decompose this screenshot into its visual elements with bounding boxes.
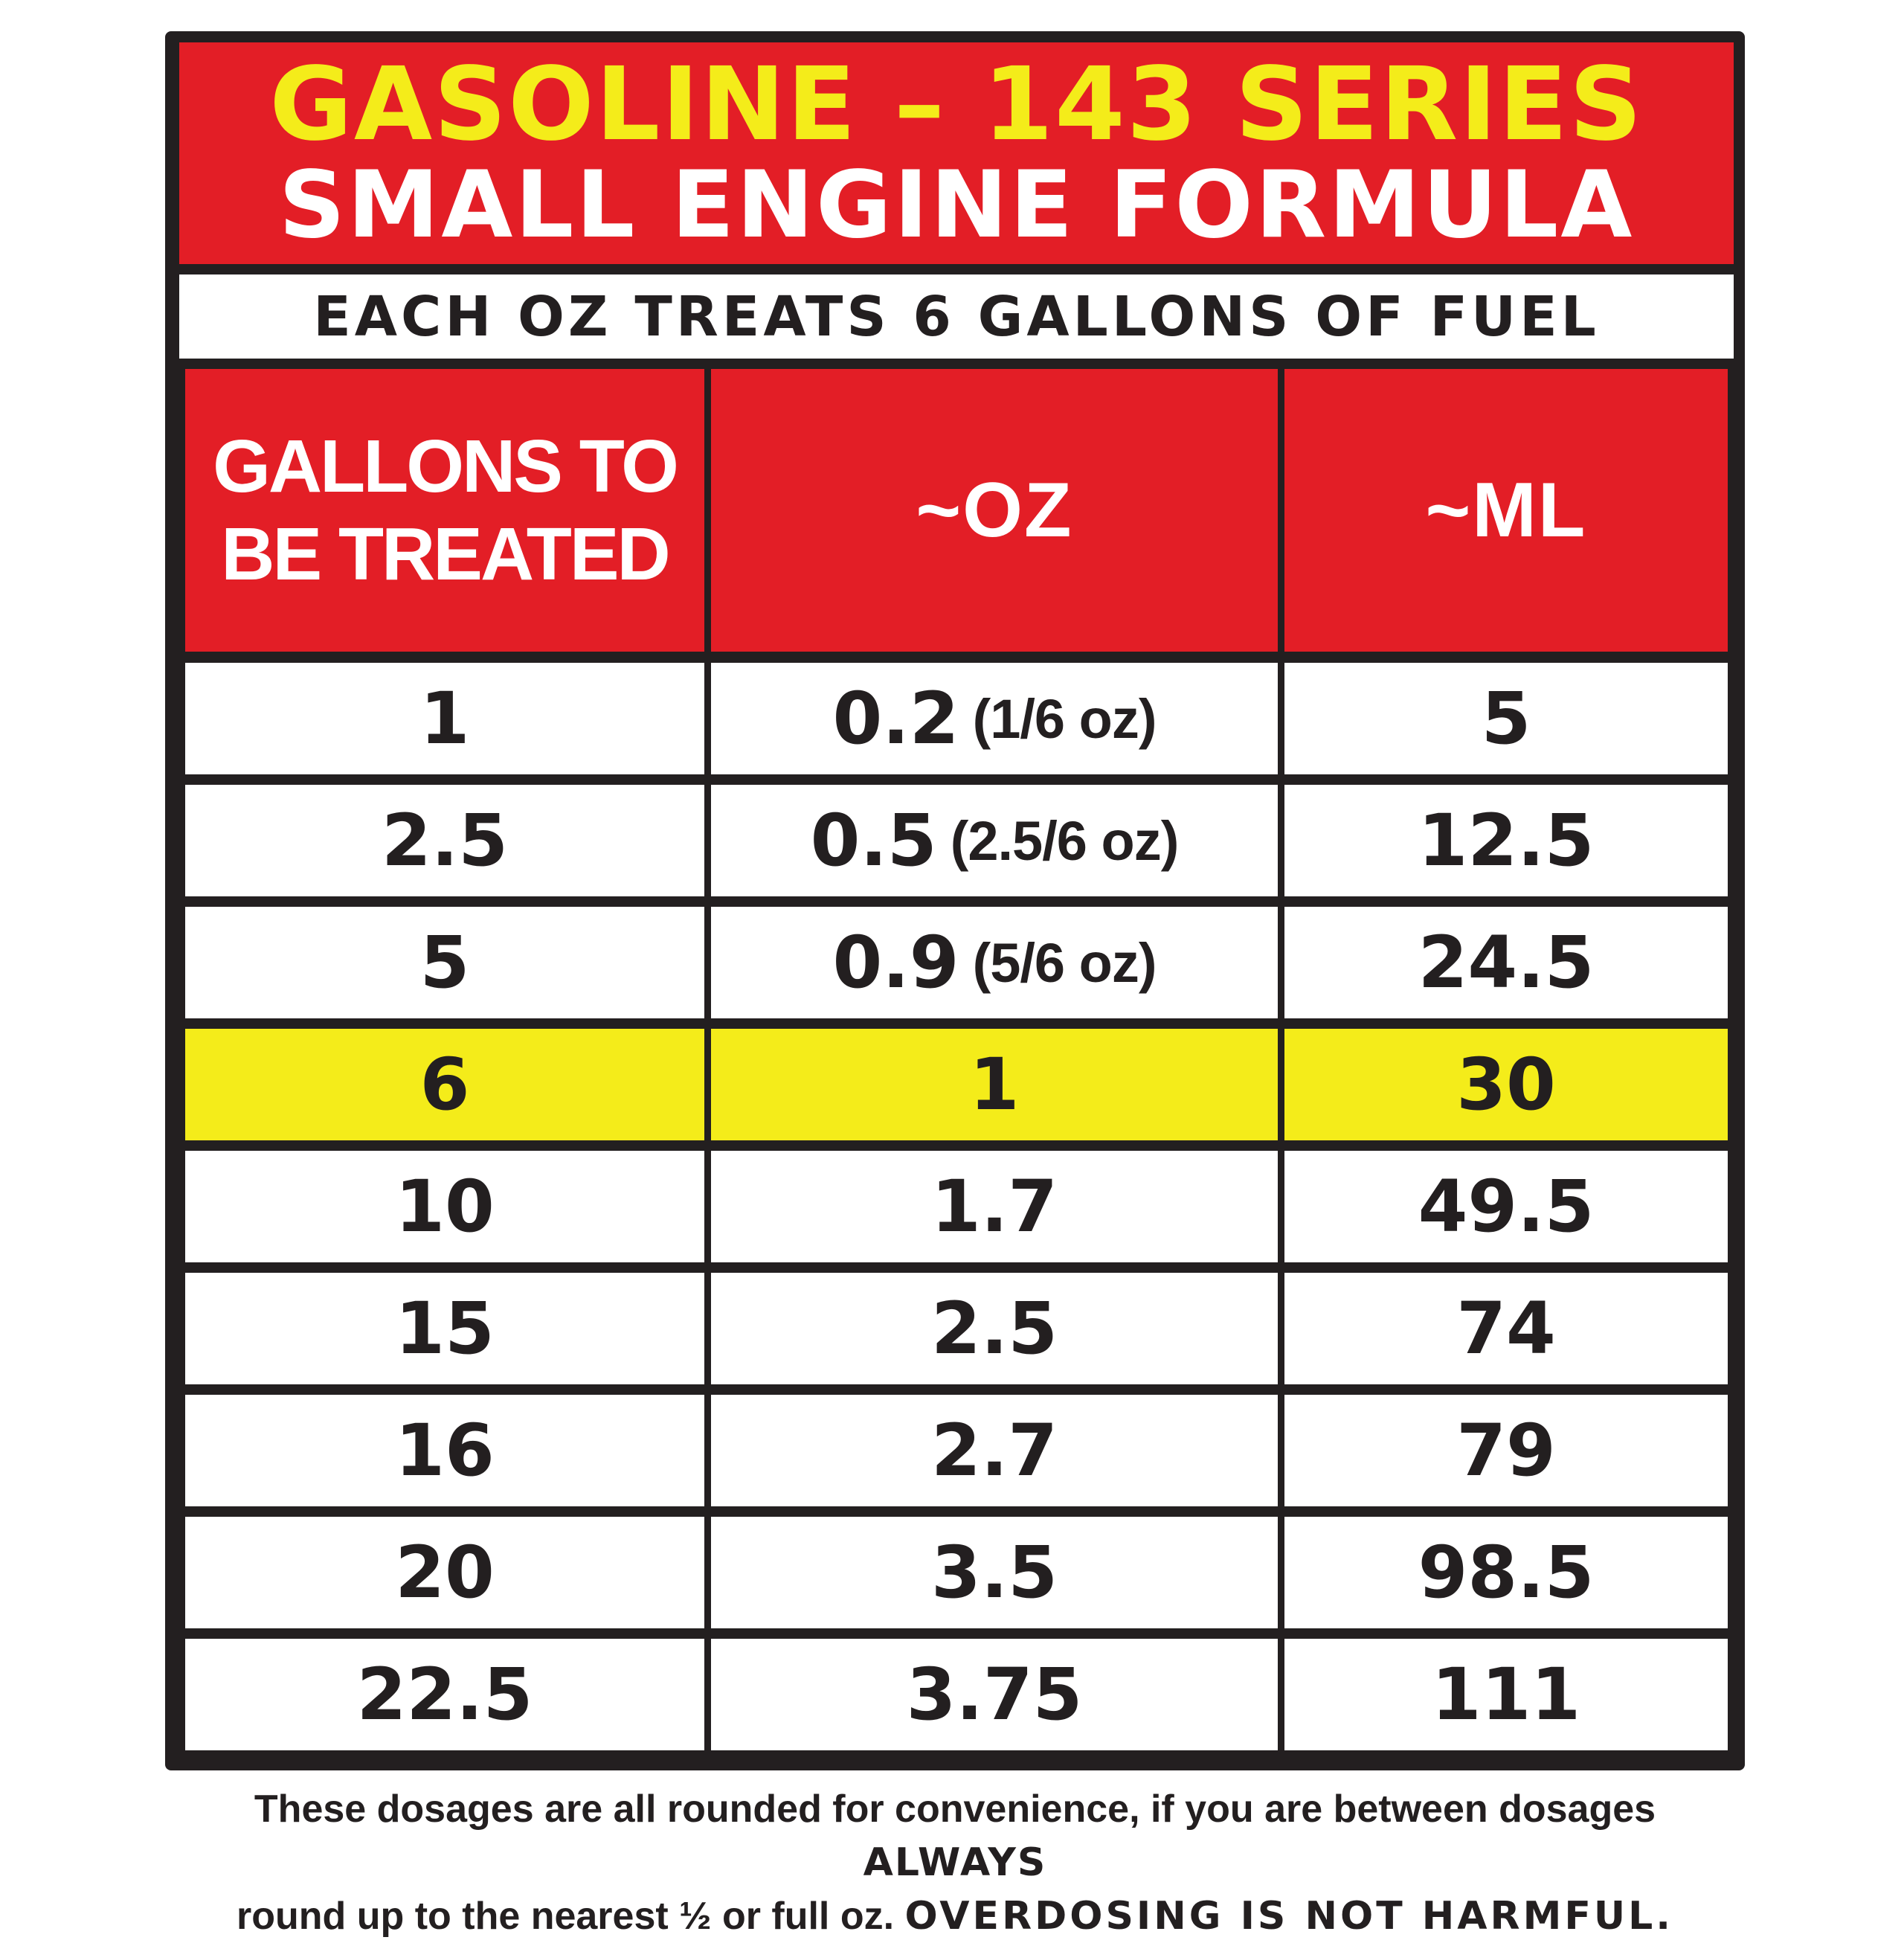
cell-ml-value: 24.5 — [1418, 921, 1595, 1004]
cell-ml: 12.5 — [1284, 785, 1728, 896]
cell-oz-value: 2.7 — [930, 1409, 1058, 1492]
cell-gallons-value: 10 — [395, 1165, 495, 1248]
title-banner: GASOLINE – 143 SERIES SMALL ENGINE FORMU… — [179, 42, 1734, 264]
cell-ml: 98.5 — [1284, 1517, 1728, 1628]
cell-gallons: 5 — [185, 907, 704, 1018]
cell-oz: 1 — [711, 1029, 1278, 1140]
footnote: These dosages are all rounded for conven… — [165, 1782, 1745, 1943]
cell-ml: 49.5 — [1284, 1151, 1728, 1262]
header-gallons-line-1: GALLONS TO — [213, 425, 679, 508]
cell-oz-value: 1.7 — [930, 1165, 1058, 1248]
cell-gallons: 2.5 — [185, 785, 704, 896]
cell-gallons-value: 15 — [395, 1287, 495, 1370]
cell-oz: 1.7 — [711, 1151, 1278, 1262]
title-line-2: SMALL ENGINE FORMULA — [278, 152, 1635, 259]
cell-gallons: 20 — [185, 1517, 704, 1628]
header-oz-label: ~OZ — [916, 466, 1073, 553]
cell-ml-value: 111 — [1431, 1653, 1581, 1736]
header-gallons-line-2: BE TREATED — [221, 513, 670, 596]
title-line-1: GASOLINE – 143 SERIES — [269, 46, 1644, 164]
cell-ml: 111 — [1284, 1639, 1728, 1750]
cell-oz-value: 3.5 — [930, 1531, 1058, 1614]
cell-gallons-value: 22.5 — [356, 1653, 533, 1736]
cell-gallons-value: 2.5 — [381, 799, 509, 882]
cell-ml: 74 — [1284, 1273, 1728, 1384]
cell-oz-value: 0.5 — [810, 799, 937, 882]
cell-gallons: 6 — [185, 1029, 704, 1140]
cell-oz: 0.5 (2.5/6 oz) — [711, 785, 1278, 896]
cell-ml: 30 — [1284, 1029, 1728, 1140]
cell-oz-value: 1 — [969, 1043, 1020, 1126]
cell-oz: 2.7 — [711, 1395, 1278, 1506]
cell-gallons: 1 — [185, 663, 704, 774]
cell-gallons-value: 20 — [395, 1531, 495, 1614]
cell-gallons-value: 6 — [419, 1043, 470, 1126]
footnote-text-1: These dosages are all rounded for conven… — [254, 1788, 1656, 1831]
footnote-line-1: These dosages are all rounded for conven… — [165, 1782, 1745, 1889]
cell-gallons-value: 16 — [395, 1409, 495, 1492]
header-gallons: GALLONS TO BE TREATED — [185, 369, 704, 652]
cell-ml-value: 98.5 — [1418, 1531, 1595, 1614]
header-ml: ~ML — [1284, 369, 1728, 652]
cell-oz-value: 2.5 — [930, 1287, 1058, 1370]
cell-gallons-value: 1 — [419, 677, 470, 760]
subtitle-banner: EACH OZ TREATS 6 GALLONS OF FUEL — [179, 274, 1734, 359]
header-oz: ~OZ — [711, 369, 1278, 652]
footnote-text-2: round up to the nearest ½ or full oz. — [237, 1895, 905, 1938]
cell-gallons: 16 — [185, 1395, 704, 1506]
cell-ml: 24.5 — [1284, 907, 1728, 1018]
cell-oz-value: 3.75 — [906, 1653, 1083, 1736]
cell-oz: 3.5 — [711, 1517, 1278, 1628]
cell-ml-value: 74 — [1456, 1287, 1556, 1370]
cell-gallons: 10 — [185, 1151, 704, 1262]
cell-ml-value: 30 — [1456, 1043, 1556, 1126]
cell-gallons-value: 5 — [419, 921, 470, 1004]
footnote-emphasis: OVERDOSING IS NOT HARMFUL. — [904, 1894, 1673, 1939]
cell-ml-value: 12.5 — [1418, 799, 1595, 882]
cell-oz: 2.5 — [711, 1273, 1278, 1384]
header-ml-label: ~ML — [1425, 466, 1587, 553]
cell-oz: 3.75 — [711, 1639, 1278, 1750]
cell-oz: 0.2 (1/6 oz) — [711, 663, 1278, 774]
cell-gallons: 15 — [185, 1273, 704, 1384]
cell-ml: 5 — [1284, 663, 1728, 774]
subtitle-text: EACH OZ TREATS 6 GALLONS OF FUEL — [313, 284, 1600, 349]
cell-ml-value: 79 — [1456, 1409, 1556, 1492]
cell-gallons: 22.5 — [185, 1639, 704, 1750]
cell-ml-value: 49.5 — [1418, 1165, 1595, 1248]
cell-oz-note: (2.5/6 oz) — [950, 809, 1180, 872]
cell-oz-value: 0.9 — [832, 921, 959, 1004]
cell-ml-value: 5 — [1481, 677, 1531, 760]
cell-oz-value: 0.2 — [832, 677, 959, 760]
cell-oz-note: (5/6 oz) — [972, 931, 1157, 994]
cell-ml: 79 — [1284, 1395, 1728, 1506]
footnote-always: ALWAYS — [863, 1840, 1047, 1885]
cell-oz: 0.9 (5/6 oz) — [711, 907, 1278, 1018]
footnote-line-2: round up to the nearest ½ or full oz. OV… — [165, 1889, 1745, 1943]
cell-oz-note: (1/6 oz) — [972, 687, 1157, 750]
